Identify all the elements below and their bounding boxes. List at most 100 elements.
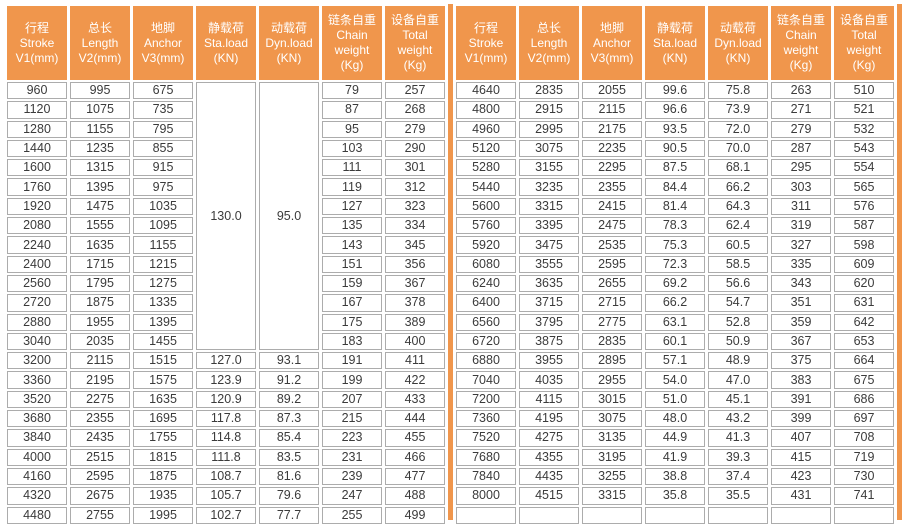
table-row: 1920 1475 1035 127 323 [7,197,445,216]
cell: 433 [385,390,445,409]
cell: 77.7 [259,506,319,524]
cell: 383 [771,371,831,389]
column-header-anchor: 地脚 Anchor V3(mm) [133,6,193,80]
cell: 63.1 [645,313,705,331]
cell: 5760 [456,217,516,235]
cell: 102.7 [196,506,256,524]
cell: 5440 [456,178,516,196]
header-line: 地脚 [599,20,624,35]
cell: 4515 [519,487,579,505]
cell: 1760 [7,178,67,196]
cell: 444 [385,410,445,428]
header-line: Chain [785,28,817,42]
cell: 795 [133,120,193,138]
cell: 1455 [133,332,193,351]
cell: 5280 [456,159,516,177]
cell: 598 [834,236,894,254]
cell [519,506,579,524]
cell: 488 [385,487,445,505]
header-line: 链条自重 [776,13,825,27]
cell: 686 [834,390,894,409]
cell: 477 [385,467,445,486]
cell: 43.2 [708,410,768,428]
cell: 271 [771,101,831,119]
cell: 2400 [7,255,67,273]
cell: 2355 [70,410,130,428]
cell: 423 [771,467,831,486]
cell: 741 [834,487,894,505]
cell: 5120 [456,139,516,158]
cell: 95 [322,120,382,138]
cell: 915 [133,159,193,177]
header-line: Anchor [592,35,632,50]
table-row: 7520 4275 3135 44.9 41.3 407 708 [456,429,894,447]
cell: 38.8 [645,467,705,486]
cell: 301 [385,159,445,177]
cell: 4000 [7,448,67,466]
column-header-length: 总长 Length V2(mm) [70,6,130,80]
header-line: weight [397,43,433,57]
cell: 2835 [582,332,642,351]
header-line: Anchor [143,35,183,50]
cell: 87.5 [645,159,705,177]
cell: 7520 [456,429,516,447]
cell: 4480 [7,506,67,524]
header-line: weight [334,43,370,57]
column-header-sta-load: 静载荷 Sta.load (KN) [196,6,256,80]
header-line: Total [402,28,428,42]
cell: 2955 [582,371,642,389]
cell: 167 [322,294,382,312]
cell: 45.1 [708,390,768,409]
cell: 130.0 [196,82,256,351]
cell: 1815 [133,448,193,466]
cell: 2035 [70,332,130,351]
cell: 411 [385,352,445,370]
cell: 356 [385,255,445,273]
column-header-stroke: 行程 Stroke V1(mm) [7,6,67,80]
cell: 1875 [70,294,130,312]
cell: 143 [322,236,382,254]
cell: 3235 [519,178,579,196]
table-row: 3040 2035 1455 183 400 [7,332,445,351]
cell: 6240 [456,274,516,293]
table-row: 1120 1075 735 87 268 [7,101,445,119]
cell: 3680 [7,410,67,428]
cell: 73.9 [708,101,768,119]
table-row: 1600 1315 915 111 301 [7,159,445,177]
cell: 2415 [582,197,642,216]
cell [708,506,768,524]
cell: 247 [322,487,382,505]
table-row: 3520 2275 1635 120.9 89.2 207 433 [7,390,445,409]
cell: 3155 [519,159,579,177]
cell: 1315 [70,159,130,177]
cell: 3315 [519,197,579,216]
cell: 735 [133,101,193,119]
cell: 120.9 [196,390,256,409]
cell: 2175 [582,120,642,138]
cell: 4640 [456,82,516,100]
cell: 41.9 [645,448,705,466]
cell [645,506,705,524]
cell: 334 [385,217,445,235]
cell: 609 [834,255,894,273]
table-row: 1280 1155 795 95 279 [7,120,445,138]
table-row: 4640 2835 2055 99.6 75.8 263 510 [456,82,894,100]
cell: 111 [322,159,382,177]
header-line: (KN) [725,50,751,65]
cell: 3475 [519,236,579,254]
header-row: 行程 Stroke V1(mm) 总长 Length V2(mm) 地脚 Anchor V3(m… [456,6,894,80]
header-line: 静载荷 [656,20,693,35]
cell: 1395 [70,178,130,196]
cell: 554 [834,159,894,177]
header-line: Sta.load [203,35,249,50]
cell: 151 [322,255,382,273]
cell: 60.1 [645,332,705,351]
cell: 1955 [70,313,130,331]
header-line: 链条自重 [327,13,376,27]
cell: 6080 [456,255,516,273]
cell: 96.6 [645,101,705,119]
cell: 4960 [456,120,516,138]
cell: 1215 [133,255,193,273]
cell: 35.8 [645,487,705,505]
header-line: (Kg) [340,58,364,72]
